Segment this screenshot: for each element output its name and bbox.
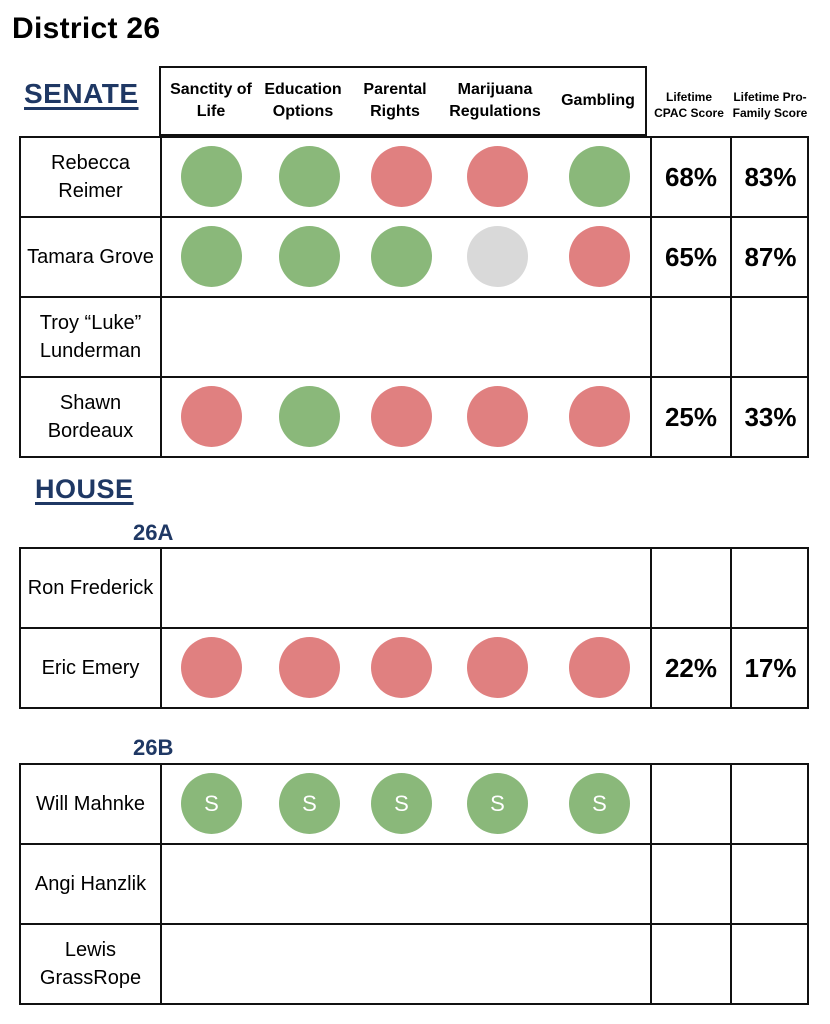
position-dot-red	[467, 386, 528, 447]
cpac-score	[652, 765, 730, 843]
candidate-name: Eric Emery	[41, 657, 140, 679]
district-title: District 26	[12, 12, 161, 45]
profamily-score	[732, 765, 809, 843]
position-dot-green: S	[279, 773, 340, 834]
profamily-score	[732, 925, 809, 1003]
candidate-name: Lewis GrassRope	[39, 939, 142, 989]
position-dot-red	[569, 386, 630, 447]
candidate-name: Angi Hanzlik	[34, 873, 147, 895]
senate-heading: SENATE	[24, 78, 139, 109]
column-divider	[160, 138, 162, 458]
candidate-row: Tamara Grove 65% 87%	[21, 218, 807, 298]
profamily-score: 17%	[744, 652, 797, 683]
house-heading: HOUSE	[35, 474, 134, 504]
column-divider	[650, 765, 652, 1005]
candidate-row: Ron Frederick	[21, 549, 807, 629]
profamily-score: 33%	[744, 401, 797, 432]
header-profamily-score: Lifetime Pro-Family Score	[732, 90, 808, 120]
position-dot-green	[569, 146, 630, 207]
cpac-score: 68%	[664, 161, 718, 192]
profamily-score: 87%	[744, 241, 797, 272]
position-dot-red	[181, 637, 242, 698]
header-cpac-score: Lifetime CPAC Score	[654, 90, 724, 120]
position-dot-red	[371, 386, 432, 447]
position-dot-green: S	[181, 773, 242, 834]
position-dot-green	[279, 386, 340, 447]
column-divider	[650, 549, 652, 709]
candidate-row: Lewis GrassRope	[21, 925, 807, 1005]
senate-table: Rebecca Reimer 68% 83% Tamara Grove 65% 87% Tr…	[19, 136, 809, 458]
position-dot-red	[371, 637, 432, 698]
candidate-name: Shawn Bordeaux	[47, 392, 134, 442]
candidate-row: Eric Emery 22% 17%	[21, 629, 807, 709]
position-dot-red	[467, 146, 528, 207]
candidate-row: Troy “Luke” Lunderman	[21, 298, 807, 378]
column-divider	[650, 138, 652, 458]
position-dot-red	[279, 637, 340, 698]
column-divider	[160, 765, 162, 1005]
cpac-score	[652, 298, 730, 376]
position-dot-green	[279, 146, 340, 207]
position-dot-red	[569, 637, 630, 698]
profamily-score	[732, 298, 809, 376]
candidate-row: Will Mahnke S S S S S	[21, 765, 807, 845]
position-dot-green: S	[371, 773, 432, 834]
column-divider	[730, 765, 732, 1005]
position-dot-red	[467, 637, 528, 698]
profamily-score	[732, 845, 809, 923]
cpac-score: 65%	[664, 241, 718, 272]
position-dot-green	[371, 226, 432, 287]
candidate-row: Rebecca Reimer 68% 83%	[21, 138, 807, 218]
position-dot-green	[181, 226, 242, 287]
position-dot-gray	[467, 226, 528, 287]
cpac-score	[652, 845, 730, 923]
profamily-score: 83%	[744, 161, 797, 192]
position-dot-green: S	[569, 773, 630, 834]
header-sanctity-of-life: Sanctity of Life	[170, 81, 252, 120]
header-parental-rights: Parental Rights	[363, 81, 427, 120]
column-divider	[730, 138, 732, 458]
candidate-name: Troy “Luke” Lunderman	[39, 312, 142, 362]
district-26a-heading: 26A	[133, 520, 174, 545]
candidate-row: Shawn Bordeaux 25% 33%	[21, 378, 807, 458]
header-education-options: Education Options	[264, 81, 342, 120]
cpac-score: 25%	[664, 401, 718, 432]
candidate-name: Tamara Grove	[27, 246, 154, 268]
cpac-score	[652, 925, 730, 1003]
profamily-score	[732, 549, 809, 627]
house-26a-table: Ron Frederick Eric Emery 22% 17%	[19, 547, 809, 709]
cpac-score	[652, 549, 730, 627]
column-divider	[730, 549, 732, 709]
position-dot-green: S	[467, 773, 528, 834]
candidate-name: Will Mahnke	[36, 793, 145, 815]
cpac-score: 22%	[664, 652, 718, 683]
candidate-row: Angi Hanzlik	[21, 845, 807, 925]
issue-header-row: Sanctity of Life Education Options Paren…	[159, 66, 647, 136]
candidate-name: Rebecca Reimer	[51, 152, 130, 202]
position-dot-red	[569, 226, 630, 287]
position-dot-red	[181, 386, 242, 447]
district-26b-heading: 26B	[133, 735, 174, 760]
house-26b-table: Will Mahnke S S S S S Angi Hanzlik Lewis GrassR…	[19, 763, 809, 1005]
column-divider	[160, 549, 162, 709]
position-dot-green	[279, 226, 340, 287]
position-dot-green	[181, 146, 242, 207]
position-dot-red	[371, 146, 432, 207]
header-marijuana-regulations: Marijuana Regulations	[449, 81, 541, 120]
header-gambling: Gambling	[561, 92, 635, 109]
candidate-name: Ron Frederick	[27, 577, 154, 599]
